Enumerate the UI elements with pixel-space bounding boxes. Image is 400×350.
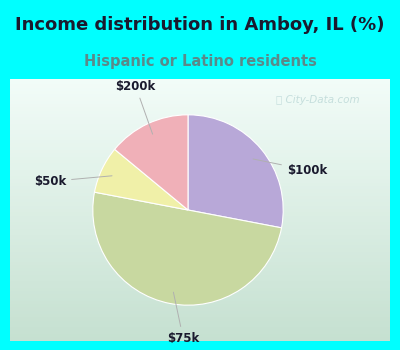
- Bar: [10, 200, 390, 203]
- Bar: [10, 325, 390, 328]
- Bar: [10, 338, 390, 341]
- Bar: [10, 286, 390, 289]
- Bar: [10, 318, 390, 322]
- Text: Hispanic or Latino residents: Hispanic or Latino residents: [84, 54, 316, 69]
- Bar: [10, 170, 390, 174]
- Bar: [10, 230, 390, 233]
- Bar: [10, 276, 390, 279]
- Text: $75k: $75k: [167, 292, 199, 345]
- Bar: [10, 256, 390, 259]
- Bar: [10, 82, 390, 85]
- Bar: [10, 108, 390, 112]
- Bar: [10, 134, 390, 138]
- Bar: [10, 217, 390, 220]
- Wedge shape: [94, 149, 188, 210]
- Bar: [10, 213, 390, 217]
- Bar: [10, 154, 390, 158]
- Bar: [10, 269, 390, 272]
- Bar: [10, 151, 390, 154]
- Bar: [10, 79, 390, 82]
- Bar: [10, 315, 390, 318]
- Bar: [10, 131, 390, 134]
- Text: $50k: $50k: [34, 175, 112, 188]
- Bar: [10, 253, 390, 256]
- Bar: [10, 302, 390, 305]
- Bar: [10, 243, 390, 246]
- Bar: [10, 210, 390, 213]
- Wedge shape: [93, 192, 282, 305]
- Bar: [10, 98, 390, 102]
- Bar: [10, 266, 390, 269]
- Bar: [10, 164, 390, 167]
- Text: $200k: $200k: [116, 80, 156, 134]
- Bar: [10, 181, 390, 184]
- Bar: [10, 289, 390, 292]
- Bar: [10, 292, 390, 295]
- Bar: [10, 102, 390, 105]
- Bar: [10, 190, 390, 194]
- Bar: [10, 194, 390, 197]
- Bar: [10, 105, 390, 108]
- Bar: [10, 328, 390, 331]
- Text: ⌖ City-Data.com: ⌖ City-Data.com: [276, 95, 360, 105]
- Bar: [10, 121, 390, 125]
- Bar: [10, 220, 390, 223]
- Bar: [10, 174, 390, 177]
- Bar: [10, 141, 390, 144]
- Bar: [10, 148, 390, 151]
- Bar: [10, 92, 390, 95]
- Bar: [10, 308, 390, 312]
- Bar: [10, 197, 390, 200]
- Bar: [10, 184, 390, 187]
- Bar: [10, 167, 390, 171]
- Bar: [10, 187, 390, 190]
- Bar: [10, 203, 390, 207]
- Wedge shape: [115, 115, 188, 210]
- Bar: [10, 85, 390, 89]
- Bar: [10, 125, 390, 128]
- Bar: [10, 138, 390, 141]
- Bar: [10, 282, 390, 286]
- Bar: [10, 118, 390, 121]
- Bar: [10, 89, 390, 92]
- Bar: [10, 223, 390, 226]
- Bar: [10, 262, 390, 266]
- Bar: [10, 236, 390, 239]
- Bar: [10, 128, 390, 131]
- Bar: [10, 272, 390, 276]
- Bar: [10, 246, 390, 249]
- Bar: [10, 233, 390, 236]
- Text: Income distribution in Amboy, IL (%): Income distribution in Amboy, IL (%): [15, 16, 385, 34]
- Bar: [10, 207, 390, 210]
- Bar: [10, 177, 390, 181]
- Bar: [10, 161, 390, 164]
- Bar: [10, 144, 390, 148]
- Bar: [10, 239, 390, 243]
- Bar: [10, 95, 390, 98]
- Bar: [10, 259, 390, 262]
- Bar: [10, 112, 390, 115]
- Bar: [10, 335, 390, 338]
- Bar: [10, 299, 390, 302]
- Text: $100k: $100k: [253, 159, 327, 176]
- Wedge shape: [188, 115, 283, 228]
- Bar: [10, 226, 390, 230]
- Bar: [10, 158, 390, 161]
- Bar: [10, 295, 390, 299]
- Bar: [10, 312, 390, 315]
- Bar: [10, 305, 390, 308]
- Bar: [10, 115, 390, 118]
- Bar: [10, 322, 390, 325]
- Bar: [10, 331, 390, 335]
- Bar: [10, 279, 390, 282]
- Bar: [10, 249, 390, 253]
